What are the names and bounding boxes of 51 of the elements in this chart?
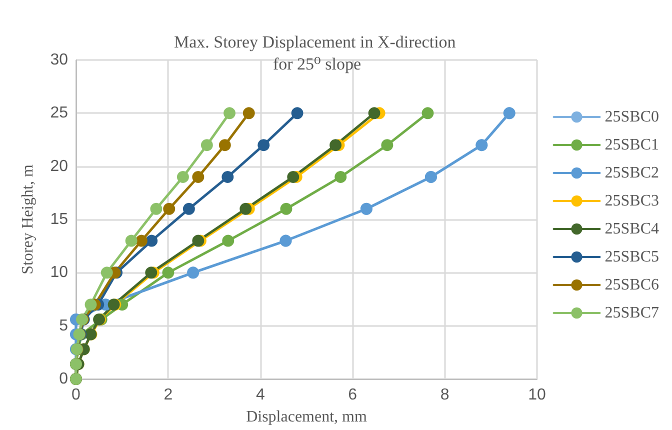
legend-label: 25SBC3	[604, 192, 660, 210]
point	[135, 234, 148, 247]
legend-label: 25SBC7	[604, 304, 660, 322]
point	[280, 202, 292, 215]
y-tick-label: 25	[50, 104, 68, 122]
point	[218, 139, 231, 152]
x-tick-label: 2	[164, 386, 173, 404]
legend-label: 25SBC1	[604, 136, 660, 154]
point	[200, 139, 213, 152]
point	[291, 107, 304, 120]
legend-label: 25SBC4	[604, 220, 660, 238]
point	[222, 234, 234, 247]
y-tick-label: 5	[59, 317, 68, 334]
y-tick-label: 30	[50, 52, 68, 68]
point	[368, 107, 380, 120]
point	[84, 298, 97, 311]
point	[334, 170, 347, 183]
point	[258, 139, 270, 152]
point	[330, 139, 342, 152]
legend-label: 25SBC0	[604, 108, 660, 126]
x-tick-label: 8	[440, 386, 450, 404]
point	[176, 170, 189, 183]
y-axis-title: Storey Height, m	[20, 164, 36, 274]
legend-label: 25SBC6	[604, 276, 660, 294]
point	[182, 202, 195, 215]
legend-label: 25SBC2	[604, 164, 660, 182]
point	[100, 266, 113, 279]
point	[125, 234, 138, 247]
y-tick-label: 15	[50, 211, 68, 228]
y-tick-label: 20	[50, 158, 68, 175]
point	[381, 139, 394, 152]
point	[162, 266, 174, 279]
point	[163, 202, 176, 215]
point	[224, 107, 236, 120]
y-tick-label: 10	[50, 264, 68, 282]
point	[240, 202, 252, 215]
point	[242, 107, 255, 120]
point	[150, 202, 162, 215]
x-tick-label: 4	[256, 386, 265, 404]
legend-label: 25SBC5	[604, 248, 660, 266]
point	[222, 170, 234, 183]
x-tick-label: 10	[528, 386, 546, 404]
x-axis-title: Displacement, mm	[246, 408, 368, 426]
point	[422, 107, 434, 120]
x-tick-label: 6	[348, 386, 358, 404]
x-tick-label: 0	[72, 386, 81, 404]
y-tick-label: 0	[59, 370, 68, 388]
point	[192, 170, 204, 183]
point	[287, 170, 300, 183]
point	[146, 234, 158, 247]
chart-title: Max. Storey Displacement in X-direction for 25⁰ slope	[174, 32, 460, 74]
